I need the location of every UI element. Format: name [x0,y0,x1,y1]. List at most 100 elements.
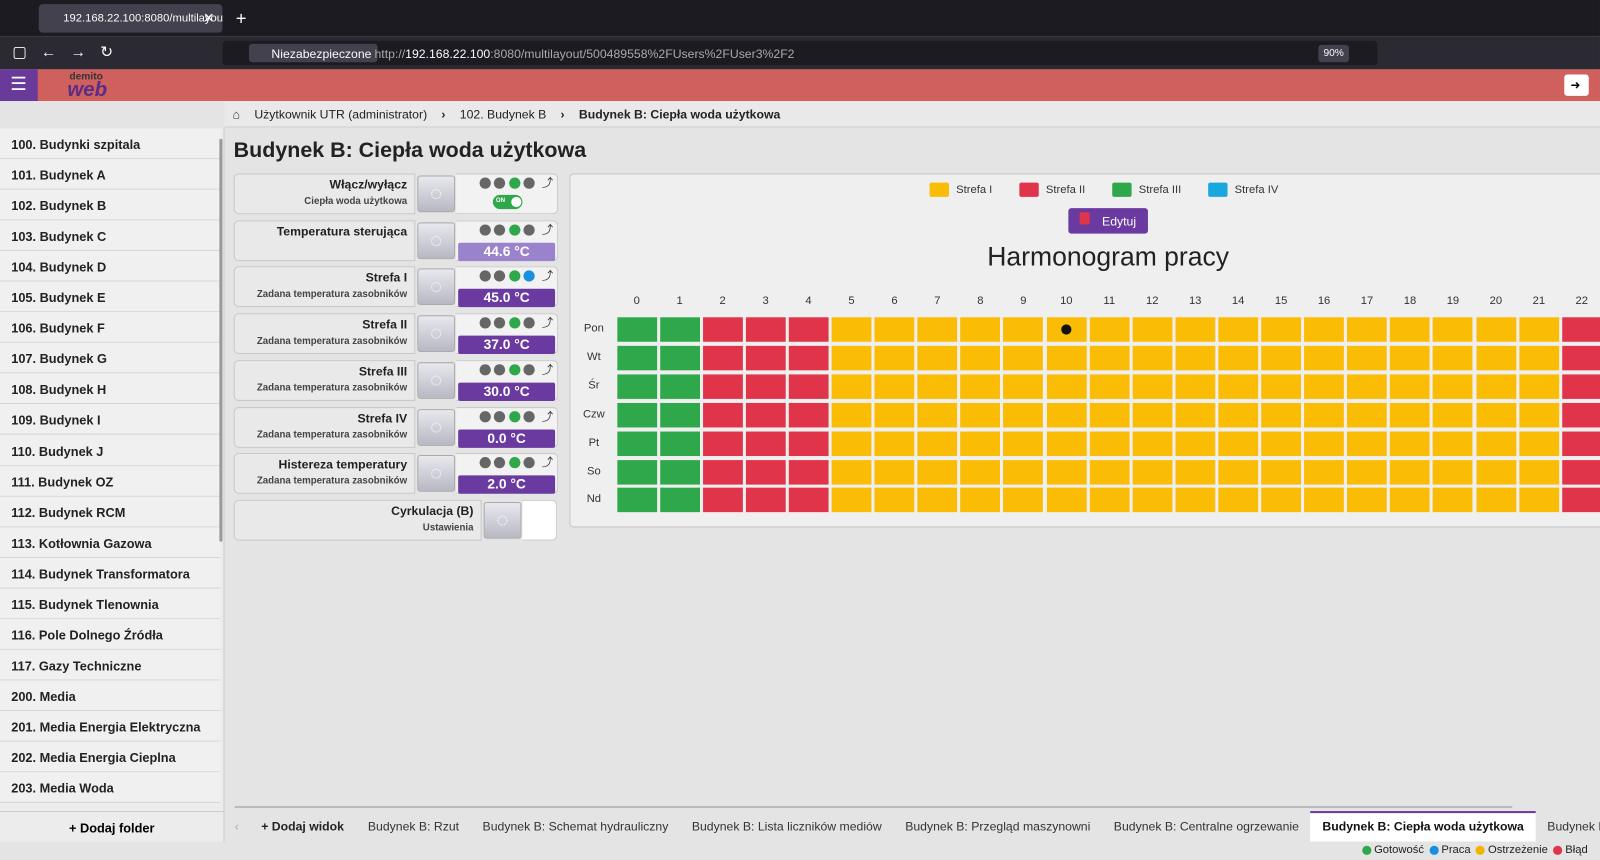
status-icon[interactable] [480,178,491,189]
new-tab[interactable]: + [236,8,247,29]
status-icon[interactable] [494,411,505,422]
schedule-cell[interactable] [960,346,1000,370]
schedule-cell[interactable] [875,317,915,341]
schedule-cell[interactable] [1132,346,1172,370]
folder-item[interactable]: 105. Budynek E [0,282,220,313]
schedule-cell[interactable] [1046,460,1086,484]
chart-icon[interactable]: ⤴ [542,408,553,424]
folder-item[interactable]: 116. Pole Dolnego Źródła [0,619,220,650]
schedule-cell[interactable] [1519,317,1559,341]
view-tab[interactable]: Budynek B: Ciepło technologiczne [1536,811,1600,842]
schedule-cell[interactable] [1433,460,1473,484]
schedule-cell[interactable] [1562,488,1600,512]
schedule-cell[interactable] [660,317,700,341]
schedule-cell[interactable] [1089,488,1129,512]
schedule-cell[interactable] [1304,403,1344,427]
close-icon[interactable]: ✕ [203,10,214,26]
schedule-cell[interactable] [1390,488,1430,512]
status-icon[interactable] [509,271,520,282]
schedule-cell[interactable] [1304,374,1344,398]
schedule-cell[interactable] [1390,431,1430,455]
schedule-cell[interactable] [1519,374,1559,398]
logout-button[interactable]: ➜ [1564,74,1588,95]
schedule-cell[interactable] [1003,346,1043,370]
add-view[interactable]: + Dodaj widok [249,811,356,842]
schedule-cell[interactable] [660,403,700,427]
schedule-cell[interactable] [1175,317,1215,341]
schedule-cell[interactable] [789,317,829,341]
schedule-cell[interactable] [789,403,829,427]
schedule-cell[interactable] [746,317,786,341]
browser-tab[interactable]: 192.168.22.100:8080/multilayou✕ [39,4,223,33]
folder-item[interactable]: 108. Budynek H [0,374,220,405]
schedule-cell[interactable] [960,317,1000,341]
folder-item[interactable]: 109. Budynek I [0,404,220,435]
nav-buttons[interactable]: ▢←→↻ [12,43,127,61]
schedule-cell[interactable] [875,374,915,398]
schedule-cell[interactable] [1433,431,1473,455]
schedule-cell[interactable] [1175,346,1215,370]
schedule-cell[interactable] [1003,488,1043,512]
status-icon[interactable] [523,178,534,189]
status-icon[interactable] [509,178,520,189]
folder-item[interactable]: 106. Budynek F [0,312,220,343]
folder-item[interactable]: 114. Budynek Transformatora [0,558,220,589]
folder-item[interactable]: 202. Media Energia Cieplna [0,742,220,773]
schedule-cell[interactable] [918,346,958,370]
schedule-cell[interactable] [1218,431,1258,455]
schedule-cell[interactable] [1003,317,1043,341]
status-icon[interactable] [523,224,534,235]
folder-item[interactable]: 104. Budynek D [0,251,220,282]
breadcrumb-item[interactable]: Użytkownik UTR (administrator) [254,107,427,121]
schedule-cell[interactable] [1046,488,1086,512]
folder-item[interactable]: 111. Budynek OZ [0,466,220,497]
schedule-cell[interactable] [617,403,657,427]
schedule-cell[interactable] [1476,460,1516,484]
schedule-cell[interactable] [1433,403,1473,427]
schedule-cell[interactable] [1003,374,1043,398]
schedule-cell[interactable] [703,431,743,455]
status-icon[interactable] [509,411,520,422]
schedule-cell[interactable] [1089,317,1129,341]
schedule-cell[interactable] [1562,431,1600,455]
schedule-cell[interactable] [918,460,958,484]
view-tab[interactable]: Budynek B: Przegląd maszynowni [893,811,1102,842]
folder-item[interactable]: 107. Budynek G [0,343,220,374]
schedule-cell[interactable] [1218,460,1258,484]
schedule-cell[interactable] [1261,460,1301,484]
schedule-cell[interactable] [789,460,829,484]
schedule-cell[interactable] [617,460,657,484]
schedule-cell[interactable] [1347,403,1387,427]
chart-icon[interactable]: ⤴ [542,454,553,470]
schedule-cell[interactable] [1562,403,1600,427]
schedule-cell[interactable] [1089,431,1129,455]
status-icon[interactable] [494,224,505,235]
schedule-cell[interactable] [832,431,872,455]
schedule-cell[interactable] [1562,460,1600,484]
schedule-cell[interactable] [1132,317,1172,341]
add-folder[interactable]: + Dodaj folder [0,811,224,842]
chart-icon[interactable]: ⤴ [542,174,553,190]
status-icon[interactable] [480,224,491,235]
schedule-cell[interactable] [832,346,872,370]
schedule-cell[interactable] [1390,403,1430,427]
schedule-cell[interactable] [1132,403,1172,427]
schedule-cell[interactable] [746,374,786,398]
schedule-cell[interactable] [875,346,915,370]
schedule-cell[interactable] [918,488,958,512]
status-icon[interactable] [480,411,491,422]
schedule-cell[interactable] [703,460,743,484]
view-tab[interactable]: Budynek B: Schemat hydrauliczny [471,811,680,842]
schedule-cell[interactable] [703,488,743,512]
folder-item[interactable]: 100. Budynki szpitala [0,129,220,160]
widget-value[interactable]: 44.6 °C [458,242,555,260]
security-badge[interactable]: Niezabezpieczone [249,44,378,62]
widget-value[interactable]: 37.0 °C [458,336,555,354]
schedule-cell[interactable] [1261,374,1301,398]
schedule-cell[interactable] [1304,346,1344,370]
chart-icon[interactable]: ⤴ [542,361,553,377]
schedule-cell[interactable] [1304,460,1344,484]
widget-value[interactable]: 45.0 °C [458,289,555,307]
schedule-cell[interactable] [1218,317,1258,341]
schedule-cell[interactable] [1433,346,1473,370]
